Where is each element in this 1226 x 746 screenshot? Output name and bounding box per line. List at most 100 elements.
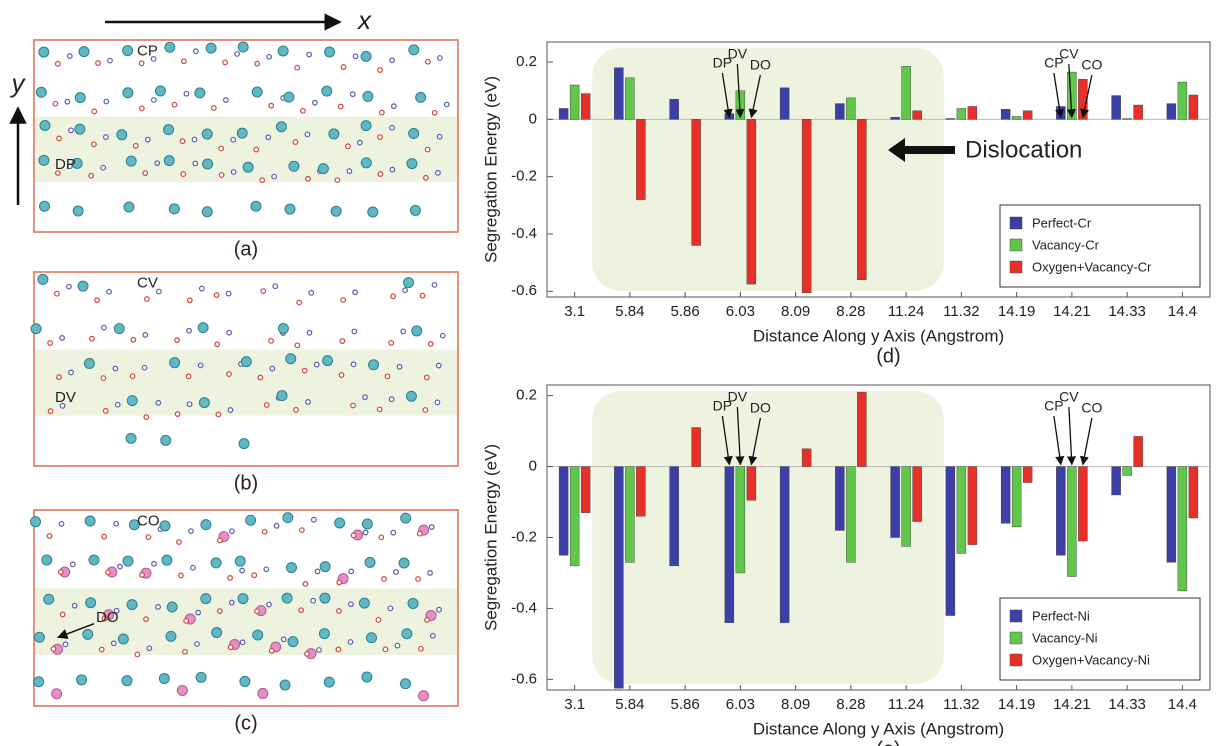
small-atom: [298, 527, 305, 533]
legend: [999, 204, 1201, 288]
small-atom: [228, 599, 235, 606]
small-atom: [88, 172, 95, 179]
x-tick-label: 5.86: [671, 303, 700, 320]
atom: [330, 205, 342, 217]
small-atom: [340, 297, 347, 303]
small-atom: [54, 60, 61, 67]
small-atom: [66, 163, 73, 170]
small-atom: [415, 576, 421, 582]
small-atom: [268, 647, 275, 654]
y-tick-label: -0.6: [511, 670, 537, 687]
annotation-arrow: [1053, 72, 1065, 119]
atom: [319, 561, 331, 573]
cell: [33, 39, 459, 233]
small-atom: [113, 607, 120, 614]
small-atom: [424, 617, 430, 623]
small-atom: [266, 601, 272, 608]
dislocation-label: Dislocation: [965, 136, 1082, 163]
small-atom: [429, 632, 436, 639]
small-atom: [436, 55, 443, 61]
dislocation-arrowhead: [888, 138, 905, 162]
bar: [1011, 116, 1022, 120]
atom: [245, 514, 257, 526]
small-atom: [280, 636, 287, 643]
small-atom: [105, 569, 111, 576]
small-atom: [176, 539, 182, 545]
atom: [30, 516, 42, 528]
bar: [558, 466, 569, 556]
small-atom: [98, 646, 105, 653]
x-tick-label: 6.03: [726, 303, 755, 320]
atom: [38, 154, 50, 166]
small-atom: [146, 645, 153, 652]
bar: [912, 466, 922, 522]
atom: [33, 676, 45, 688]
atom: [84, 515, 96, 527]
small-atom: [47, 408, 54, 415]
bar: [1078, 466, 1088, 542]
small-atom: [138, 60, 145, 67]
small-atom: [424, 146, 431, 153]
atom: [210, 557, 222, 569]
legend-label: Oxygen+Vacancy-Cr: [1032, 259, 1152, 274]
site-arrow: [57, 622, 95, 639]
atom: [72, 205, 84, 217]
atom: [82, 628, 94, 640]
atom: [277, 323, 289, 335]
small-atom: [362, 529, 369, 536]
bar: [901, 466, 911, 547]
bar: [801, 119, 812, 293]
bar: [1067, 71, 1077, 120]
small-atom: [439, 332, 446, 339]
dislocation-site-label: DO: [96, 609, 119, 626]
atom: [361, 671, 373, 683]
small-atom: [390, 103, 397, 110]
small-atom: [384, 373, 391, 380]
small-atom: [182, 648, 188, 655]
y-tick-label: -0.4: [511, 225, 537, 242]
small-atom: [183, 617, 190, 624]
small-atom: [180, 171, 187, 177]
small-atom: [378, 534, 385, 541]
x-axis-label: Distance Along y Axis (Angstrom): [753, 719, 1004, 738]
bar: [735, 466, 746, 574]
small-atom: [102, 134, 109, 140]
small-atom: [213, 292, 220, 298]
annotation-arrow: [1066, 406, 1076, 466]
small-atom: [129, 373, 136, 380]
small-atom: [110, 640, 117, 647]
annotation-arrow: [721, 72, 733, 119]
small-atom: [230, 136, 237, 143]
atom: [211, 626, 223, 638]
atom: [165, 630, 177, 642]
bar: [1000, 109, 1011, 120]
legend-swatch: [1009, 653, 1023, 667]
small-atom: [46, 533, 53, 539]
atom: [237, 593, 249, 605]
small-atom: [188, 528, 194, 535]
atom: [159, 520, 171, 532]
atom: [407, 597, 419, 609]
small-atom: [227, 407, 234, 413]
small-atom: [143, 414, 150, 420]
bar: [846, 97, 856, 120]
small-atom: [377, 67, 383, 73]
small-atom: [174, 337, 180, 344]
small-atom: [338, 372, 345, 378]
panel-label: (d): [876, 345, 900, 367]
small-atom: [350, 361, 357, 368]
small-atom: [179, 138, 186, 145]
bar: [1111, 95, 1121, 120]
small-atom: [71, 602, 78, 609]
small-atom: [59, 611, 66, 618]
legend-label: Vacancy-Ni: [1032, 630, 1098, 645]
atom: [403, 277, 415, 289]
small-atom: [302, 581, 309, 587]
small-atom: [57, 569, 64, 575]
atom: [365, 632, 377, 644]
atom: [322, 355, 334, 367]
small-atom: [417, 645, 424, 652]
small-atom: [387, 605, 394, 612]
small-atom: [195, 609, 202, 616]
small-atom: [259, 177, 266, 184]
